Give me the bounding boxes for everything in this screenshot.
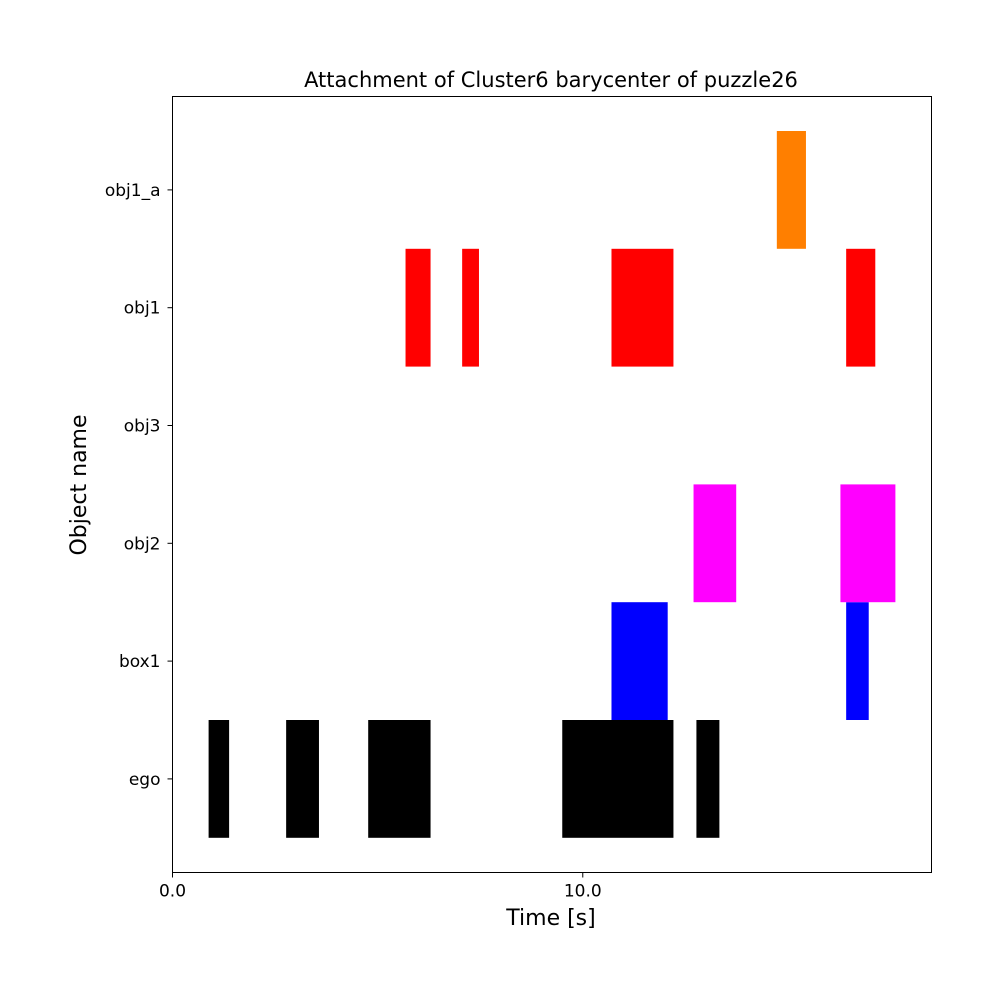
bar-ego-1 [286, 720, 319, 838]
x-axis-ticks: 0.0 10.0 [159, 872, 602, 902]
y-tick-label-ego: ego [129, 770, 161, 790]
bar-box1-0 [611, 602, 668, 720]
x-axis-label: Time [s] [505, 906, 595, 931]
bar-ego-3 [562, 720, 674, 838]
bar-obj1-1 [462, 248, 479, 367]
y-tick-label-obj1_a: obj1_a [105, 181, 161, 201]
bar-obj1-2 [611, 248, 674, 367]
bar-obj2-0 [693, 484, 737, 603]
y-axis-label: Object name [67, 414, 92, 555]
x-tick-label: 10.0 [564, 882, 602, 902]
bar-obj2-1 [840, 484, 896, 603]
x-tick-label: 0.0 [159, 882, 186, 902]
y-tick-label-obj3: obj3 [124, 417, 161, 437]
bar-box1-1 [846, 602, 869, 720]
bar-ego-2 [368, 720, 431, 838]
chart-title: Attachment of Cluster6 barycenter of puz… [304, 68, 798, 92]
chart-marks [208, 131, 896, 838]
bar-obj1-3 [846, 248, 876, 367]
y-tick-label-box1: box1 [119, 652, 161, 672]
plot-frame [172, 96, 932, 873]
bar-obj1-0 [405, 248, 431, 367]
y-tick-label-obj2: obj2 [124, 534, 161, 554]
y-axis-ticks: ego box1 obj2 obj3 obj1 obj1_a [105, 181, 173, 790]
bar-obj1_a-0 [776, 131, 806, 249]
bar-ego-0 [208, 720, 230, 838]
y-tick-label-obj1: obj1 [124, 299, 161, 319]
bar-ego-4 [696, 720, 720, 838]
